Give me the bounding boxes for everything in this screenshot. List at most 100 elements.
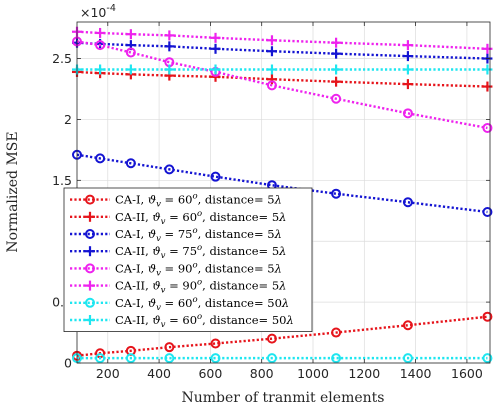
data-point-5-2 xyxy=(125,29,136,40)
data-point-0-6 xyxy=(331,327,342,338)
data-point-1-7 xyxy=(402,79,413,90)
legend-part: λ xyxy=(278,210,286,224)
data-point-7-4 xyxy=(210,64,221,75)
data-point-0-5 xyxy=(266,333,277,344)
legend-part: CA-II, xyxy=(115,313,152,327)
x-tick-label: 1600 xyxy=(451,366,483,381)
legend-part: = 60 xyxy=(161,193,193,207)
y-axis-label: Normalized MSE xyxy=(5,131,21,252)
data-point-2-3 xyxy=(164,164,175,175)
data-point-6-8 xyxy=(482,353,493,364)
legend-marker-6 xyxy=(85,297,95,308)
legend-part: v xyxy=(161,286,166,296)
data-point-1-6 xyxy=(331,76,342,87)
legend-marker-1 xyxy=(85,211,95,222)
legend-box xyxy=(63,187,313,333)
legend-part: = 90 xyxy=(165,279,197,293)
data-point-4-7 xyxy=(402,108,413,119)
legend-entry-1: CA-II, ϑv = 60o, distance= 5λ xyxy=(115,209,286,227)
data-point-2-2 xyxy=(125,158,136,169)
data-point-2-6 xyxy=(331,188,342,199)
legend-entry-2: CA-I, ϑv = 75o, distance= 5λ xyxy=(115,226,282,244)
data-point-3-5 xyxy=(266,46,277,57)
legend-part: v xyxy=(156,200,161,210)
legend-marker-0 xyxy=(85,194,95,205)
legend-entry-3: CA-II, ϑv = 75o, distance= 5λ xyxy=(115,243,286,261)
legend-part: v xyxy=(161,217,166,227)
legend-part: CA-I, xyxy=(115,227,148,241)
legend-part: o xyxy=(192,192,197,202)
data-point-7-1 xyxy=(95,64,106,75)
legend-part: , distance= 5 xyxy=(198,227,275,241)
data-point-7-7 xyxy=(402,64,413,75)
x-tick-label: 200 xyxy=(96,366,120,381)
y-tick-label: 0 xyxy=(64,356,72,371)
series-line-0 xyxy=(76,315,488,357)
legend-part: v xyxy=(156,268,161,278)
series-7 xyxy=(72,64,493,75)
legend-part: = 90 xyxy=(161,261,193,275)
x-tick-label: 1400 xyxy=(400,366,432,381)
data-point-7-8 xyxy=(482,64,493,75)
legend-part: = 75 xyxy=(161,227,193,241)
data-point-0-3 xyxy=(164,342,175,353)
data-point-0-7 xyxy=(402,320,413,331)
exponent-power: -4 xyxy=(106,3,115,14)
y-tick-label: 2.5 xyxy=(52,51,72,66)
data-point-4-6 xyxy=(331,93,342,104)
data-point-2-7 xyxy=(402,197,413,208)
legend-part: , distance= 5 xyxy=(198,193,275,207)
data-point-7-3 xyxy=(164,64,175,75)
data-point-2-4 xyxy=(210,171,221,182)
data-point-0-4 xyxy=(210,338,221,349)
legend-part: CA-I, xyxy=(115,193,148,207)
legend-entry-4: CA-I, ϑv = 90o, distance= 5λ xyxy=(115,260,282,278)
legend-marker-7 xyxy=(85,315,95,325)
legend-part: , distance= 50 xyxy=(198,296,282,310)
data-point-5-1 xyxy=(95,27,106,38)
data-point-5-7 xyxy=(402,40,413,51)
legend-part: = 60 xyxy=(161,296,193,310)
legend-part: = 60 xyxy=(165,313,197,327)
data-point-4-5 xyxy=(266,80,277,91)
data-point-6-6 xyxy=(331,353,342,364)
data-point-6-2 xyxy=(125,353,136,364)
legend-part: ϑ xyxy=(152,313,160,327)
legend-part: o xyxy=(197,243,202,253)
legend-part: ϑ xyxy=(148,227,156,241)
data-point-5-3 xyxy=(164,30,175,41)
legend-part: o xyxy=(192,295,197,305)
data-point-4-2 xyxy=(125,47,136,58)
legend-entry-0: CA-I, ϑv = 60o, distance= 5λ xyxy=(115,192,282,210)
x-tick-label: 800 xyxy=(250,366,274,381)
data-point-1-8 xyxy=(482,81,493,92)
legend-part: = 60 xyxy=(165,210,197,224)
legend-part: , distance= 5 xyxy=(202,279,279,293)
data-point-7-6 xyxy=(331,64,342,75)
data-point-5-4 xyxy=(210,32,221,43)
data-point-6-1 xyxy=(95,353,106,364)
legend-part: λ xyxy=(274,193,282,207)
legend-marker-2 xyxy=(85,229,95,239)
legend-part: v xyxy=(161,320,166,330)
x-tick-label: 400 xyxy=(147,366,171,381)
data-point-6-3 xyxy=(164,353,175,364)
legend-entry-5: CA-II, ϑv = 90o, distance= 5λ xyxy=(115,278,286,296)
y-tick-label: 2 xyxy=(64,112,72,127)
data-point-2-1 xyxy=(95,153,106,164)
data-point-5-8 xyxy=(482,43,493,54)
legend-part: λ xyxy=(278,244,286,258)
x-tick-label: 1000 xyxy=(297,366,329,381)
legend-part: o xyxy=(192,226,197,236)
data-point-7-2 xyxy=(125,64,136,75)
data-point-6-7 xyxy=(402,353,413,364)
data-point-7-5 xyxy=(266,64,277,75)
legend-part: , distance= 50 xyxy=(202,313,286,327)
legend-part: v xyxy=(156,303,161,313)
legend-part: v xyxy=(156,234,161,244)
x-tick-label: 1200 xyxy=(348,366,380,381)
x-axis-label: Number of tranmit elements xyxy=(182,390,385,406)
legend-part: o xyxy=(197,278,202,288)
data-point-3-4 xyxy=(210,43,221,54)
